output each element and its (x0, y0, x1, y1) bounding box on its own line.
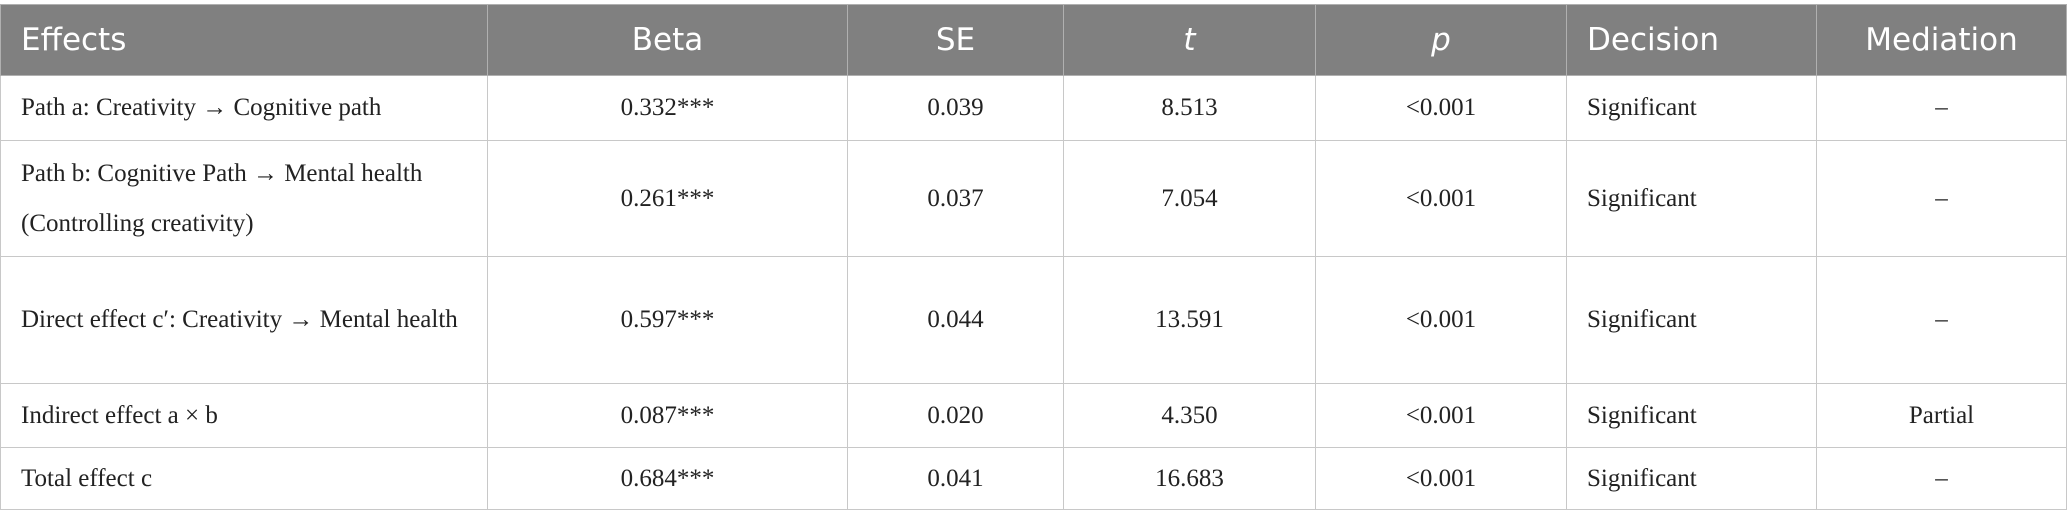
table-cell: 0.037 (847, 140, 1064, 257)
table-row: Total effect c 0.684*** 0.041 16.683 <0.001 S… (0, 447, 2067, 510)
table-cell: Significant (1566, 447, 1817, 510)
table-cell: <0.001 (1315, 75, 1567, 141)
header-cell: Beta (487, 4, 848, 76)
table-cell: 7.054 (1063, 140, 1316, 257)
table-cell: Total effect c (0, 447, 488, 510)
table-row: Path b: Cognitive Path → Mental health (… (0, 140, 2067, 257)
table-cell: 13.591 (1063, 256, 1316, 384)
header-cell: p (1315, 4, 1567, 76)
header-cell: t (1063, 4, 1316, 76)
header-cell: SE (847, 4, 1064, 76)
table-cell: – (1816, 140, 2067, 257)
table-cell: Path a: Creativity → Cognitive path (0, 75, 488, 141)
table-cell: 0.087*** (487, 383, 848, 448)
header-cell: Mediation (1816, 4, 2067, 76)
table-cell: Path b: Cognitive Path → Mental health (… (0, 140, 488, 257)
table-cell: <0.001 (1315, 447, 1567, 510)
table-cell: 0.041 (847, 447, 1064, 510)
table-row: Path a: Creativity → Cognitive path 0.332… (0, 75, 2067, 141)
table-cell: 4.350 (1063, 383, 1316, 448)
results-table: Effects Beta SE t p Decision Mediation Path a:… (0, 4, 2067, 510)
table-cell: 0.684*** (487, 447, 848, 510)
table-cell: Direct effect c′: Creativity → Mental he… (0, 256, 488, 384)
table-cell: – (1816, 447, 2067, 510)
table-cell: <0.001 (1315, 140, 1567, 257)
table-cell: 0.044 (847, 256, 1064, 384)
table-cell: Partial (1816, 383, 2067, 448)
header-cell: Decision (1566, 4, 1817, 76)
table-row: Direct effect c′: Creativity → Mental he… (0, 256, 2067, 384)
table-cell: Significant (1566, 75, 1817, 141)
table-body: Path a: Creativity → Cognitive path 0.332… (0, 75, 2067, 510)
header-row: Effects Beta SE t p Decision Mediation (0, 4, 2067, 76)
table-cell: <0.001 (1315, 383, 1567, 448)
table-cell: – (1816, 75, 2067, 141)
table-cell: 0.597*** (487, 256, 848, 384)
header-cell: Effects (0, 4, 488, 76)
table-cell: 0.332*** (487, 75, 848, 141)
table-cell: 16.683 (1063, 447, 1316, 510)
table-cell: – (1816, 256, 2067, 384)
table-cell: 0.039 (847, 75, 1064, 141)
table-row: Indirect effect a × b 0.087*** 0.020 4.350 <… (0, 383, 2067, 448)
table-cell: 8.513 (1063, 75, 1316, 141)
table-cell: Indirect effect a × b (0, 383, 488, 448)
table-cell: Significant (1566, 256, 1817, 384)
table-cell: Significant (1566, 383, 1817, 448)
table-cell: <0.001 (1315, 256, 1567, 384)
table-cell: 0.261*** (487, 140, 848, 257)
table-cell: Significant (1566, 140, 1817, 257)
table-cell: 0.020 (847, 383, 1064, 448)
